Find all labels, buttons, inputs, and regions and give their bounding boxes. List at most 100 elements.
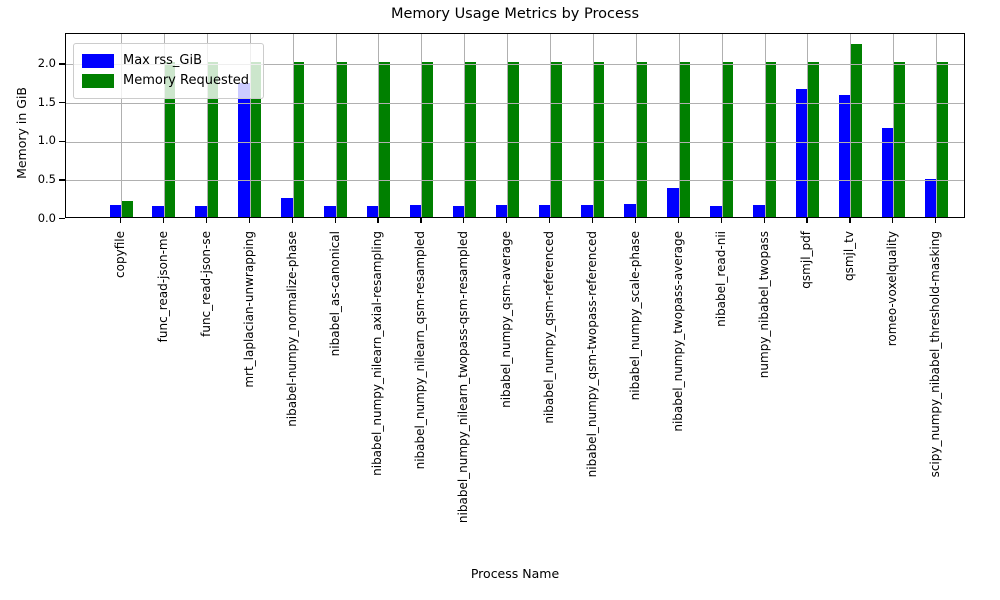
x-tick-label: nibabel-numpy_normalize-phase — [285, 227, 299, 427]
x-gridline — [721, 34, 723, 217]
bar-max-rss — [924, 179, 937, 217]
bar-max-rss — [195, 206, 207, 217]
x-tick-mark — [120, 218, 122, 223]
x-tick-label-text: romeo-voxelquality — [885, 231, 900, 347]
y-tick-mark — [59, 63, 65, 65]
bar-max-rss — [495, 205, 508, 217]
plot-area: Max rss_GiB Memory Requested — [65, 33, 965, 218]
bar-memory-requested — [249, 62, 262, 217]
bar-memory-requested — [550, 62, 562, 217]
legend-swatch-max-rss — [82, 54, 114, 68]
x-tick-mark — [291, 218, 293, 223]
x-tick-label-text: nibabel_as-canonical — [327, 231, 342, 357]
x-gridline — [893, 34, 895, 217]
y-tick-label: 1.5 — [37, 94, 56, 109]
x-gridline — [335, 34, 337, 217]
x-tick-mark — [591, 218, 594, 223]
x-gridline — [592, 34, 594, 217]
y-gridline — [66, 141, 964, 143]
bar-memory-requested — [764, 62, 776, 217]
bar-max-rss — [152, 206, 164, 217]
y-tick-label: 0.0 — [37, 210, 56, 225]
y-tick-mark — [59, 218, 65, 220]
y-tick-label: 2.0 — [37, 55, 56, 70]
x-tick-label-text: nibabel_numpy_scale-phase — [627, 231, 642, 401]
y-gridline — [66, 64, 964, 66]
x-tick-mark — [205, 218, 208, 223]
x-gridline — [121, 34, 122, 217]
x-tick-mark — [334, 218, 336, 223]
x-gridline — [635, 34, 637, 217]
bar-max-rss — [238, 83, 250, 217]
bar-max-rss — [667, 188, 679, 217]
x-tick-mark — [162, 218, 165, 223]
x-tick-label: romeo-voxelquality — [885, 227, 899, 346]
x-tick-label: nibabel_numpy_qsm-referenced — [542, 227, 556, 424]
x-tick-label: nibabel_as-canonical — [328, 227, 342, 356]
bar-max-rss — [409, 205, 422, 217]
x-tick-label: numpy_nibabel_twopass — [757, 227, 771, 378]
x-tick-label: nibabel_numpy_nilearn_axial-resampling — [370, 227, 384, 476]
bar-max-rss — [624, 203, 636, 217]
x-tick-label-text: nibabel_numpy_nilearn_twopass-qsm-resamp… — [456, 231, 471, 524]
x-tick-label: nibabel_numpy_scale-phase — [628, 227, 642, 400]
bar-memory-requested — [936, 62, 948, 217]
x-gridline — [550, 34, 551, 217]
x-tick-label-text: nibabel_numpy_nilearn_axial-resampling — [370, 231, 385, 476]
x-gridline — [421, 34, 423, 217]
bar-max-rss — [753, 204, 765, 217]
legend-label-max-rss: Max rss_GiB — [123, 53, 203, 68]
x-tick-mark — [549, 218, 551, 223]
bar-memory-requested — [850, 43, 862, 217]
x-tick-label: nibabel_read-nii — [714, 227, 728, 327]
x-tick-mark — [463, 218, 465, 223]
bar-max-rss — [795, 89, 808, 217]
x-tick-label: nibabel_numpy_twopass-average — [671, 227, 685, 432]
legend-label-memory-requested: Memory Requested — [123, 73, 250, 88]
x-tick-label-text: func_read-json-se — [198, 231, 213, 337]
x-tick-label-text: copyfile — [113, 231, 127, 278]
bar-memory-requested — [807, 62, 819, 217]
x-gridline — [378, 34, 380, 217]
y-tick-label: 0.5 — [37, 171, 56, 186]
x-tick-mark — [506, 218, 508, 223]
x-tick-mark — [935, 218, 937, 223]
x-tick-mark — [763, 218, 765, 223]
y-gridline — [66, 180, 964, 182]
x-tick-mark — [420, 218, 422, 223]
x-tick-label: qsmjl_pdf — [799, 227, 813, 289]
x-tick-label: nibabel_numpy_nilearn_twopass-qsm-resamp… — [456, 227, 470, 523]
x-gridline — [206, 34, 208, 217]
x-tick-label: nibabel_numpy_qsm-twopass-referenced — [585, 227, 599, 477]
x-tick-mark — [634, 218, 637, 223]
bar-memory-requested — [121, 200, 133, 217]
x-tick-mark — [892, 218, 894, 223]
chart-title: Memory Usage Metrics by Process — [390, 6, 639, 22]
legend-item-max-rss: Max rss_GiB — [82, 52, 249, 70]
x-gridline — [936, 34, 938, 217]
x-tick-mark — [377, 218, 379, 223]
bar-max-rss — [324, 206, 336, 217]
bar-max-rss — [581, 205, 593, 217]
y-tick-mark — [59, 102, 65, 104]
x-tick-label: qsmjl_tv — [842, 227, 856, 281]
bar-memory-requested — [635, 62, 648, 217]
y-tick-mark — [59, 179, 65, 181]
x-gridline — [507, 34, 509, 217]
x-gridline — [163, 34, 165, 217]
bar-max-rss — [109, 205, 121, 217]
bar-max-rss — [881, 128, 894, 217]
y-gridline — [66, 103, 964, 105]
x-gridline — [807, 34, 809, 217]
x-tick-mark — [720, 218, 722, 223]
x-tick-label: nibabel_numpy_qsm-average — [499, 227, 513, 408]
bar-memory-requested — [464, 62, 476, 217]
x-tick-label-text: nibabel_numpy_twopass-average — [670, 231, 685, 432]
bar-max-rss — [281, 197, 293, 217]
x-tick-label-text: nibabel-numpy_normalize-phase — [284, 231, 299, 427]
x-tick-label-text: nibabel_numpy_qsm-average — [499, 231, 514, 408]
bar-memory-requested — [163, 62, 176, 217]
bar-max-rss — [710, 206, 722, 217]
y-tick-label: 1.0 — [37, 133, 56, 148]
